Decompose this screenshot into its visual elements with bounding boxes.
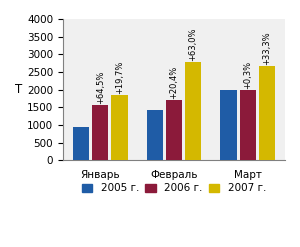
Y-axis label: Т: Т — [15, 83, 22, 96]
Bar — [239, 90, 256, 160]
Bar — [92, 105, 108, 160]
Bar — [220, 90, 237, 160]
Bar — [111, 95, 128, 160]
Legend: 2005 г., 2006 г., 2007 г.: 2005 г., 2006 г., 2007 г. — [78, 179, 270, 198]
Text: +63,0%: +63,0% — [189, 27, 198, 61]
Bar — [147, 110, 163, 160]
Bar — [185, 62, 201, 160]
Bar — [259, 66, 275, 160]
Bar — [166, 100, 182, 160]
Text: +20,4%: +20,4% — [169, 66, 178, 99]
Text: +33,3%: +33,3% — [262, 32, 271, 65]
Text: +64,5%: +64,5% — [96, 71, 105, 104]
Text: +0,3%: +0,3% — [243, 61, 252, 89]
Text: +19,7%: +19,7% — [115, 60, 124, 94]
Bar — [73, 127, 89, 160]
